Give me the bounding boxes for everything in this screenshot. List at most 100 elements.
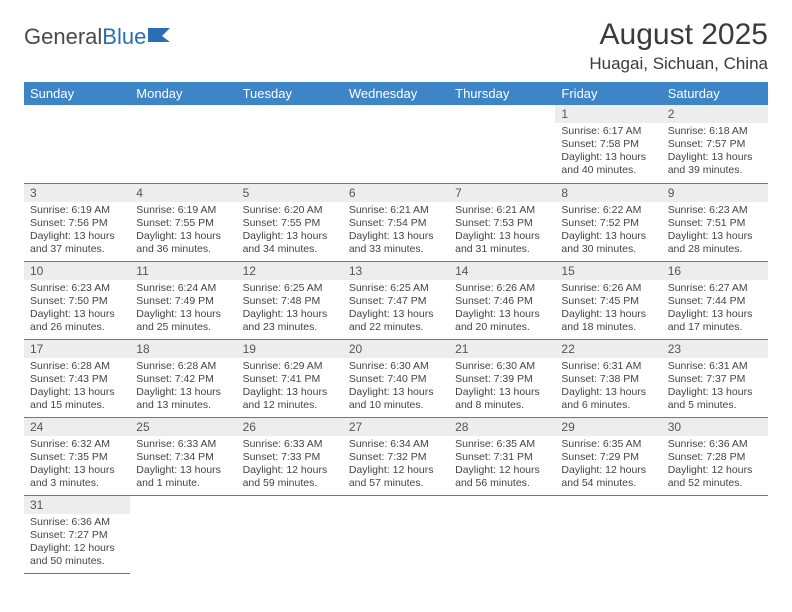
calendar-cell: 15Sunrise: 6:26 AMSunset: 7:45 PMDayligh…: [555, 261, 661, 339]
day-number: 10: [24, 262, 130, 280]
calendar-cell: 3Sunrise: 6:19 AMSunset: 7:56 PMDaylight…: [24, 183, 130, 261]
calendar-week-row: 17Sunrise: 6:28 AMSunset: 7:43 PMDayligh…: [24, 339, 768, 417]
logo: GeneralBlue: [24, 24, 174, 50]
daylight-text: Daylight: 13 hours and 40 minutes.: [561, 151, 655, 177]
calendar-cell: 6Sunrise: 6:21 AMSunset: 7:54 PMDaylight…: [343, 183, 449, 261]
calendar-cell: 27Sunrise: 6:34 AMSunset: 7:32 PMDayligh…: [343, 417, 449, 495]
calendar-cell: 9Sunrise: 6:23 AMSunset: 7:51 PMDaylight…: [662, 183, 768, 261]
sunset-text: Sunset: 7:56 PM: [30, 217, 124, 230]
day-details: Sunrise: 6:21 AMSunset: 7:53 PMDaylight:…: [449, 202, 555, 261]
calendar-cell: 26Sunrise: 6:33 AMSunset: 7:33 PMDayligh…: [237, 417, 343, 495]
sunset-text: Sunset: 7:38 PM: [561, 373, 655, 386]
daylight-text: Daylight: 13 hours and 25 minutes.: [136, 308, 230, 334]
day-details: Sunrise: 6:30 AMSunset: 7:39 PMDaylight:…: [449, 358, 555, 417]
sunrise-text: Sunrise: 6:29 AM: [243, 360, 337, 373]
day-number: 24: [24, 418, 130, 436]
calendar-table: SundayMondayTuesdayWednesdayThursdayFrid…: [24, 82, 768, 574]
sunset-text: Sunset: 7:43 PM: [30, 373, 124, 386]
day-number: 6: [343, 184, 449, 202]
weekday-header: Tuesday: [237, 82, 343, 105]
sunset-text: Sunset: 7:39 PM: [455, 373, 549, 386]
daylight-text: Daylight: 13 hours and 13 minutes.: [136, 386, 230, 412]
sunset-text: Sunset: 7:53 PM: [455, 217, 549, 230]
daylight-text: Daylight: 13 hours and 8 minutes.: [455, 386, 549, 412]
calendar-cell: 10Sunrise: 6:23 AMSunset: 7:50 PMDayligh…: [24, 261, 130, 339]
calendar-cell: 20Sunrise: 6:30 AMSunset: 7:40 PMDayligh…: [343, 339, 449, 417]
daylight-text: Daylight: 13 hours and 34 minutes.: [243, 230, 337, 256]
daylight-text: Daylight: 13 hours and 12 minutes.: [243, 386, 337, 412]
weekday-header: Monday: [130, 82, 236, 105]
sunset-text: Sunset: 7:58 PM: [561, 138, 655, 151]
sunset-text: Sunset: 7:37 PM: [668, 373, 762, 386]
day-number: 27: [343, 418, 449, 436]
day-number: 5: [237, 184, 343, 202]
daylight-text: Daylight: 13 hours and 37 minutes.: [30, 230, 124, 256]
day-number: 23: [662, 340, 768, 358]
day-details: Sunrise: 6:17 AMSunset: 7:58 PMDaylight:…: [555, 123, 661, 182]
calendar-cell: 13Sunrise: 6:25 AMSunset: 7:47 PMDayligh…: [343, 261, 449, 339]
calendar-cell: [343, 495, 449, 573]
sunrise-text: Sunrise: 6:24 AM: [136, 282, 230, 295]
day-details: Sunrise: 6:35 AMSunset: 7:31 PMDaylight:…: [449, 436, 555, 495]
day-details: Sunrise: 6:19 AMSunset: 7:55 PMDaylight:…: [130, 202, 236, 261]
day-details: Sunrise: 6:36 AMSunset: 7:28 PMDaylight:…: [662, 436, 768, 495]
sunset-text: Sunset: 7:48 PM: [243, 295, 337, 308]
calendar-cell: 14Sunrise: 6:26 AMSunset: 7:46 PMDayligh…: [449, 261, 555, 339]
day-details: Sunrise: 6:18 AMSunset: 7:57 PMDaylight:…: [662, 123, 768, 182]
sunrise-text: Sunrise: 6:25 AM: [349, 282, 443, 295]
calendar-cell: [24, 105, 130, 183]
sunset-text: Sunset: 7:32 PM: [349, 451, 443, 464]
calendar-cell: 11Sunrise: 6:24 AMSunset: 7:49 PMDayligh…: [130, 261, 236, 339]
sunset-text: Sunset: 7:52 PM: [561, 217, 655, 230]
sunset-text: Sunset: 7:31 PM: [455, 451, 549, 464]
day-details: Sunrise: 6:21 AMSunset: 7:54 PMDaylight:…: [343, 202, 449, 261]
sunset-text: Sunset: 7:40 PM: [349, 373, 443, 386]
sunrise-text: Sunrise: 6:31 AM: [561, 360, 655, 373]
calendar-cell: [130, 495, 236, 573]
day-number: 19: [237, 340, 343, 358]
sunrise-text: Sunrise: 6:27 AM: [668, 282, 762, 295]
sunrise-text: Sunrise: 6:19 AM: [30, 204, 124, 217]
calendar-cell: 12Sunrise: 6:25 AMSunset: 7:48 PMDayligh…: [237, 261, 343, 339]
daylight-text: Daylight: 13 hours and 1 minute.: [136, 464, 230, 490]
sunrise-text: Sunrise: 6:30 AM: [349, 360, 443, 373]
calendar-week-row: 31Sunrise: 6:36 AMSunset: 7:27 PMDayligh…: [24, 495, 768, 573]
sunrise-text: Sunrise: 6:17 AM: [561, 125, 655, 138]
calendar-cell: 7Sunrise: 6:21 AMSunset: 7:53 PMDaylight…: [449, 183, 555, 261]
daylight-text: Daylight: 12 hours and 52 minutes.: [668, 464, 762, 490]
day-number: 21: [449, 340, 555, 358]
daylight-text: Daylight: 13 hours and 10 minutes.: [349, 386, 443, 412]
weekday-header: Wednesday: [343, 82, 449, 105]
daylight-text: Daylight: 12 hours and 57 minutes.: [349, 464, 443, 490]
sunset-text: Sunset: 7:41 PM: [243, 373, 337, 386]
day-number: 14: [449, 262, 555, 280]
logo-text-1: General: [24, 24, 102, 50]
weekday-header: Sunday: [24, 82, 130, 105]
calendar-cell: 22Sunrise: 6:31 AMSunset: 7:38 PMDayligh…: [555, 339, 661, 417]
day-details: Sunrise: 6:28 AMSunset: 7:42 PMDaylight:…: [130, 358, 236, 417]
calendar-cell: 24Sunrise: 6:32 AMSunset: 7:35 PMDayligh…: [24, 417, 130, 495]
month-title: August 2025: [589, 18, 768, 52]
day-details: Sunrise: 6:26 AMSunset: 7:46 PMDaylight:…: [449, 280, 555, 339]
calendar-cell: [662, 495, 768, 573]
sunrise-text: Sunrise: 6:35 AM: [455, 438, 549, 451]
logo-text-2: Blue: [102, 24, 146, 50]
calendar-cell: [237, 495, 343, 573]
calendar-cell: 4Sunrise: 6:19 AMSunset: 7:55 PMDaylight…: [130, 183, 236, 261]
sunset-text: Sunset: 7:34 PM: [136, 451, 230, 464]
sunrise-text: Sunrise: 6:21 AM: [455, 204, 549, 217]
day-details: Sunrise: 6:33 AMSunset: 7:33 PMDaylight:…: [237, 436, 343, 495]
sunset-text: Sunset: 7:44 PM: [668, 295, 762, 308]
day-number: 13: [343, 262, 449, 280]
day-number: 25: [130, 418, 236, 436]
day-details: Sunrise: 6:19 AMSunset: 7:56 PMDaylight:…: [24, 202, 130, 261]
daylight-text: Daylight: 12 hours and 54 minutes.: [561, 464, 655, 490]
day-details: Sunrise: 6:32 AMSunset: 7:35 PMDaylight:…: [24, 436, 130, 495]
weekday-header: Friday: [555, 82, 661, 105]
calendar-week-row: 10Sunrise: 6:23 AMSunset: 7:50 PMDayligh…: [24, 261, 768, 339]
day-details: Sunrise: 6:31 AMSunset: 7:37 PMDaylight:…: [662, 358, 768, 417]
day-details: Sunrise: 6:31 AMSunset: 7:38 PMDaylight:…: [555, 358, 661, 417]
sunrise-text: Sunrise: 6:18 AM: [668, 125, 762, 138]
daylight-text: Daylight: 13 hours and 26 minutes.: [30, 308, 124, 334]
day-details: Sunrise: 6:24 AMSunset: 7:49 PMDaylight:…: [130, 280, 236, 339]
